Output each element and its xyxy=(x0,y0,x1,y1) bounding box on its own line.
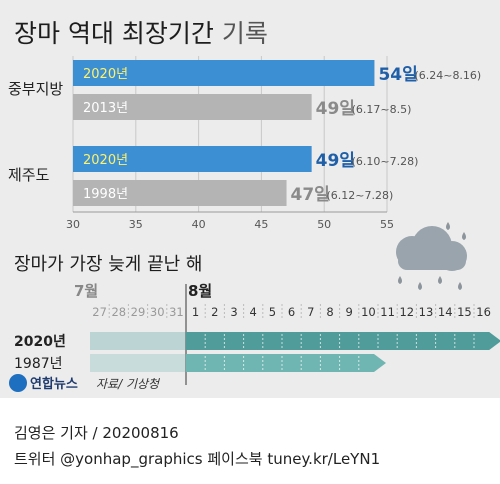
day-label-12: 8 xyxy=(326,305,333,319)
timeline-title: 장마가 가장 늦게 끝난 해 xyxy=(14,254,203,275)
timeline-july-fill-0 xyxy=(90,332,186,350)
bar-value-label-0-1: 49일 xyxy=(316,99,355,119)
raindrop-icon-0 xyxy=(398,276,402,284)
day-label-10: 6 xyxy=(288,305,295,319)
bar-year-label-1-0: 2020년 xyxy=(83,153,128,168)
social-links: 트위터 @yonhap_graphics 페이스북 tuney.kr/LeYN1 xyxy=(14,450,381,468)
title-sub: 기록 xyxy=(221,19,268,48)
x-tick-label-0: 30 xyxy=(66,218,80,231)
bar-0-0 xyxy=(73,60,375,86)
raindrop-icon-4 xyxy=(462,232,466,240)
bar-period-label-1-0: (6.10~7.28) xyxy=(352,155,419,168)
logo-text: 연합뉴스 xyxy=(30,376,78,392)
source-text: 자료/ 기상청 xyxy=(96,377,161,391)
bar-1-0 xyxy=(73,146,312,172)
day-label-11: 7 xyxy=(307,305,314,319)
day-label-2: 29 xyxy=(131,305,146,319)
bar-value-label-0-0: 54일 xyxy=(378,65,417,85)
day-label-5: 1 xyxy=(192,305,199,319)
day-label-18: 14 xyxy=(438,305,453,319)
timeline-july-fill-1 xyxy=(90,354,186,372)
bar-value-label-1-0: 49일 xyxy=(316,151,355,171)
byline: 김영은 기자 / 20200816 xyxy=(14,424,179,442)
day-label-0: 27 xyxy=(92,305,107,319)
day-label-1: 28 xyxy=(111,305,126,319)
day-label-14: 10 xyxy=(361,305,376,319)
raindrop-icon-5 xyxy=(446,222,450,230)
day-label-16: 12 xyxy=(399,305,414,319)
bar-1-1 xyxy=(73,180,287,206)
day-label-6: 2 xyxy=(211,305,218,319)
day-label-7: 3 xyxy=(230,305,237,319)
bar-year-label-1-1: 1998년 xyxy=(83,187,128,202)
day-label-9: 5 xyxy=(269,305,276,319)
bar-period-label-0-1: (6.17~8.5) xyxy=(352,103,412,116)
timeline-arrow-1 xyxy=(186,354,386,372)
region-label-0: 중부지방 xyxy=(8,80,63,98)
bar-period-label-1-1: (6.12~7.28) xyxy=(327,189,394,202)
title-main: 장마 역대 최장기간 xyxy=(14,19,214,48)
bar-0-1 xyxy=(73,94,312,120)
region-label-1: 제주도 xyxy=(8,166,50,184)
bar-value-label-1-1: 47일 xyxy=(291,185,330,205)
x-tick-label-3: 45 xyxy=(254,218,268,231)
raindrop-icon-3 xyxy=(458,282,462,290)
rain-cloud-icon xyxy=(398,252,466,270)
x-tick-label-2: 40 xyxy=(192,218,206,231)
page-title: 장마 역대 최장기간 기록 xyxy=(14,14,268,50)
yonhap-logo-icon xyxy=(9,374,27,392)
day-label-4: 31 xyxy=(169,305,184,319)
x-tick-label-1: 35 xyxy=(129,218,143,231)
day-label-17: 13 xyxy=(419,305,434,319)
x-tick-label-4: 50 xyxy=(317,218,331,231)
month-label-july: 7월 xyxy=(74,282,98,300)
timeline-arrow-0 xyxy=(186,332,500,350)
day-label-19: 15 xyxy=(457,305,472,319)
day-label-13: 9 xyxy=(346,305,353,319)
timeline-year-label-0: 2020년 xyxy=(14,334,66,350)
timeline-year-label-1: 1987년 xyxy=(14,356,63,372)
bar-period-label-0-0: (6.24~8.16) xyxy=(414,69,481,82)
x-tick-label-5: 55 xyxy=(380,218,394,231)
day-label-3: 30 xyxy=(150,305,165,319)
raindrop-icon-1 xyxy=(418,282,422,290)
day-label-8: 4 xyxy=(250,305,257,319)
day-label-20: 16 xyxy=(476,305,491,319)
raindrop-icon-2 xyxy=(438,276,442,284)
bar-year-label-0-0: 2020년 xyxy=(83,67,128,82)
day-label-15: 11 xyxy=(380,305,395,319)
month-label-august: 8월 xyxy=(188,282,212,300)
bar-year-label-0-1: 2013년 xyxy=(83,101,128,116)
